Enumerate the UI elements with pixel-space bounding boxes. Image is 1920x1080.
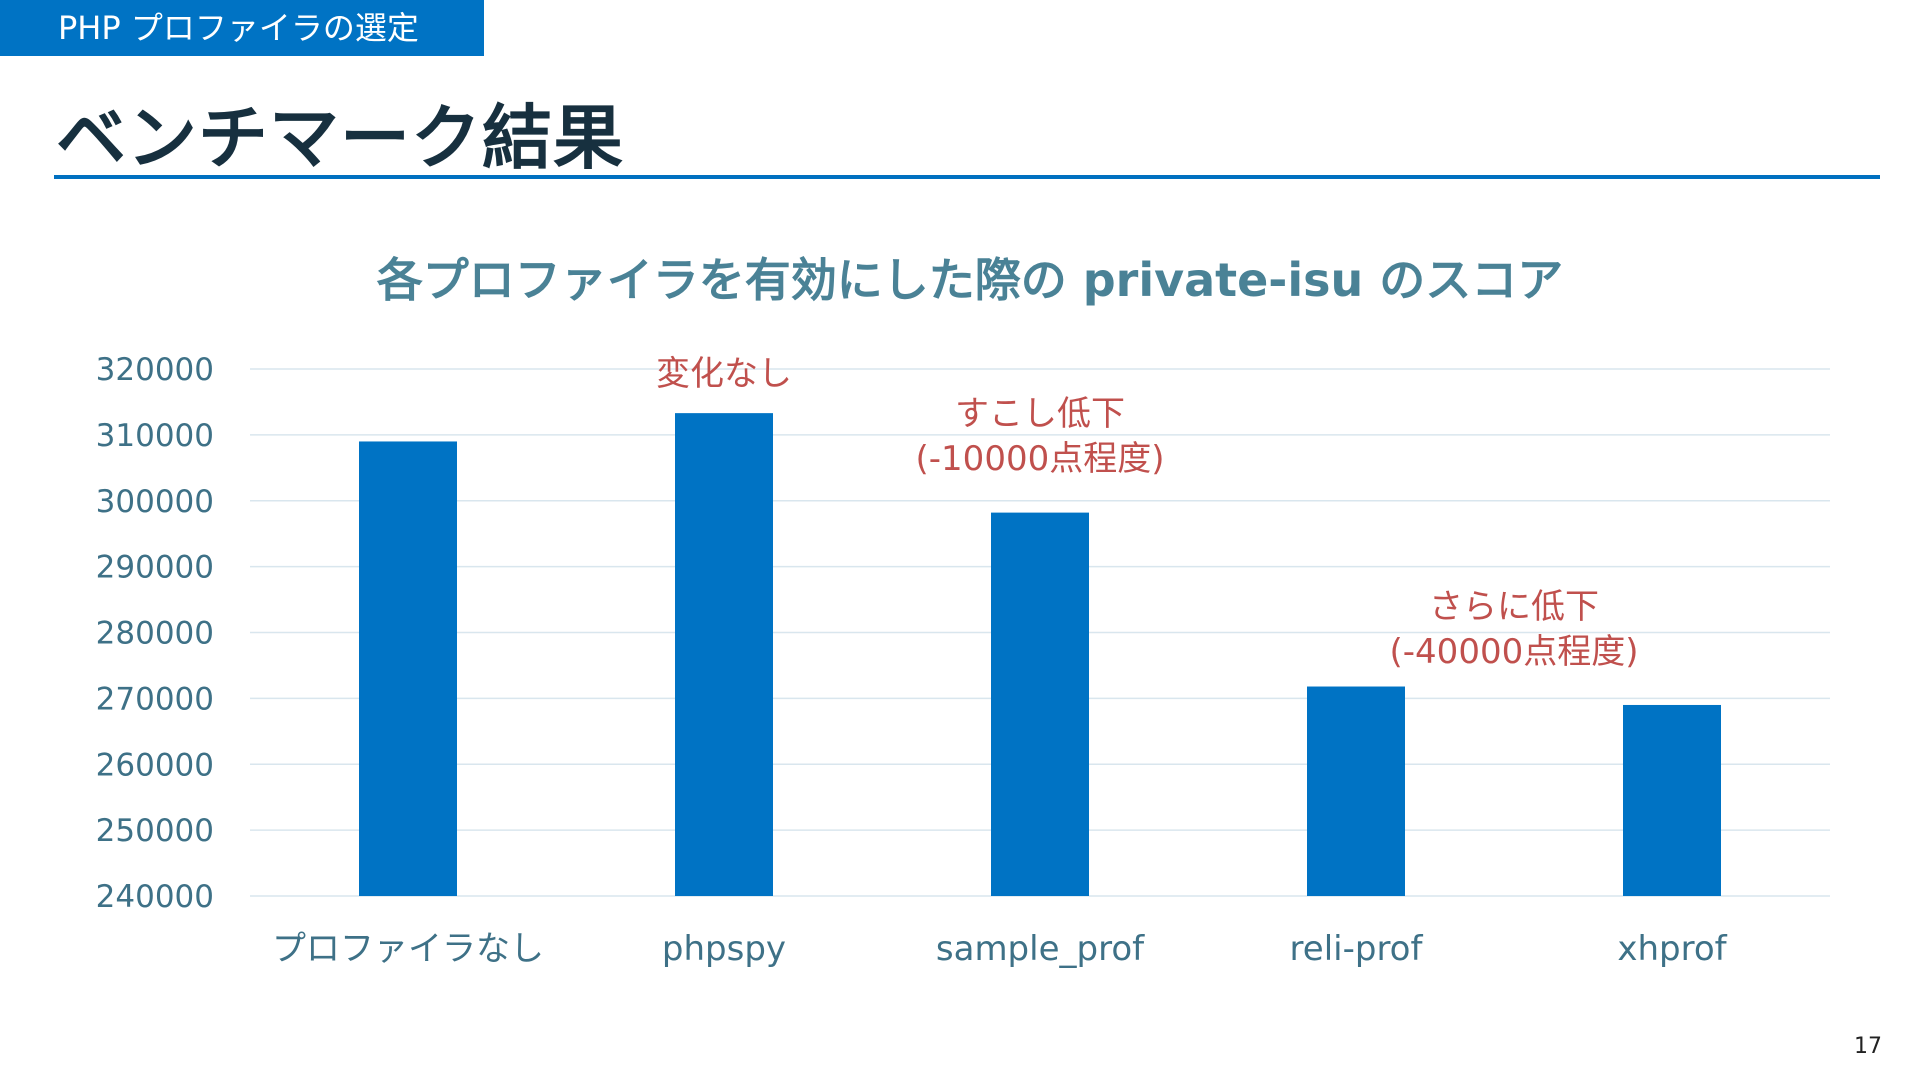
- x-tick-label: reli-prof: [1290, 929, 1424, 969]
- bar: [991, 512, 1089, 896]
- y-tick-label: 240000: [96, 879, 214, 915]
- title-divider: [54, 175, 1880, 179]
- x-tick-label: xhprof: [1617, 929, 1727, 969]
- x-tick-label: プロファイラなし: [272, 929, 544, 969]
- y-tick-label: 310000: [96, 418, 214, 454]
- x-tick-label: sample_prof: [936, 929, 1145, 969]
- y-axis-ticks: 320000 310000 300000 290000 280000 270000 2600…: [96, 352, 214, 915]
- chart-title: 各プロファイラを有効にした際の private-isu のスコア: [377, 253, 1564, 307]
- y-tick-label: 290000: [96, 550, 214, 586]
- annotation-line: (-10000点程度): [916, 439, 1165, 479]
- y-tick-label: 280000: [96, 616, 214, 652]
- annotation: さらに低下 (-40000点程度): [1390, 587, 1639, 672]
- bar: [1623, 704, 1721, 896]
- y-tick-label: 320000: [96, 352, 214, 388]
- annotation: 変化なし: [656, 354, 792, 394]
- annotation-line: 変化なし: [656, 354, 792, 394]
- annotation: すこし低下 (-10000点程度): [916, 394, 1165, 479]
- bar: [675, 413, 773, 896]
- x-tick-label: phpspy: [662, 929, 786, 969]
- bar: [1307, 686, 1405, 896]
- section-tag: PHP プロファイラの選定: [0, 0, 484, 56]
- bar: [359, 441, 457, 896]
- y-tick-label: 260000: [96, 747, 214, 783]
- y-tick-label: 250000: [96, 813, 214, 849]
- annotation-line: すこし低下: [955, 394, 1125, 434]
- annotation-line: さらに低下: [1429, 587, 1599, 627]
- y-tick-label: 270000: [96, 681, 214, 717]
- bars: [359, 413, 1721, 896]
- page-number: 17: [1854, 1034, 1882, 1059]
- x-axis-labels: プロファイラなし phpspy sample_prof reli-prof xhprof: [272, 929, 1728, 969]
- annotation-line: (-40000点程度): [1390, 632, 1639, 672]
- slide-title: ベンチマーク結果: [56, 97, 624, 179]
- y-tick-label: 300000: [96, 484, 214, 520]
